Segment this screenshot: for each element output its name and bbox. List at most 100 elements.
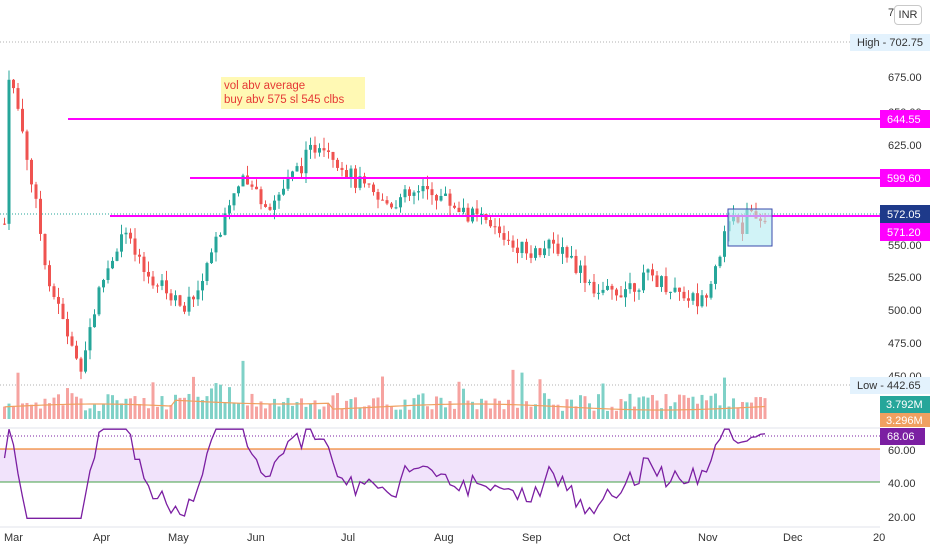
candle-body — [93, 314, 96, 328]
volume-bar — [295, 402, 299, 419]
candle-body — [106, 268, 110, 280]
candle-body — [183, 305, 186, 312]
candle-body — [133, 238, 137, 255]
volume-bar — [124, 398, 128, 419]
candle-body — [48, 265, 51, 287]
candle-body — [97, 287, 101, 315]
candle-body — [588, 281, 591, 283]
volume-bar — [714, 393, 717, 419]
volume-bar — [66, 388, 69, 419]
volume-bar — [435, 396, 438, 419]
candle-body — [642, 272, 645, 291]
candle-body — [709, 283, 713, 298]
candle-body — [570, 255, 573, 258]
candle-body — [390, 203, 393, 208]
candle-body — [12, 79, 15, 89]
volume-bar — [264, 408, 267, 419]
consolidation-box-inner — [727, 208, 773, 247]
volume-bar — [219, 384, 222, 419]
volume-bar — [408, 409, 411, 419]
volume-bar — [511, 369, 515, 419]
candle-body — [426, 186, 429, 190]
volume-bar — [349, 399, 353, 419]
svg-text:644.55: 644.55 — [887, 114, 921, 126]
price-tick: 500.00 — [888, 305, 922, 317]
candle-body — [363, 176, 366, 184]
candle-body — [16, 88, 20, 109]
volume-bar — [102, 403, 105, 419]
candle-body — [192, 296, 195, 300]
candle-body — [552, 239, 555, 244]
volume-bar — [466, 400, 470, 419]
currency-button[interactable]: INR — [894, 5, 922, 25]
time-label: Apr — [93, 532, 110, 544]
volume-bar — [241, 360, 245, 419]
svg-text:3.792M: 3.792M — [886, 399, 923, 411]
candle-body — [25, 131, 29, 160]
volume-bar — [70, 393, 74, 419]
candle-body — [493, 226, 497, 228]
candle-body — [142, 256, 146, 272]
last-price-tag: 572.05 — [880, 205, 930, 223]
volume-bar — [187, 393, 191, 419]
candle-body — [534, 248, 537, 258]
volume-bar — [345, 400, 348, 419]
volume-bar — [205, 396, 209, 419]
candle-body — [102, 279, 105, 288]
candle-body — [592, 281, 596, 294]
price-tick: 525.00 — [888, 272, 922, 284]
volume-bar — [493, 398, 497, 419]
candle-body — [219, 234, 222, 237]
volume-bar — [426, 406, 429, 419]
volume-bar — [273, 398, 276, 419]
volume-bar — [552, 404, 555, 419]
candle-body — [565, 247, 569, 258]
candle-body — [525, 241, 528, 254]
candle-body — [277, 194, 281, 201]
candle-body — [52, 286, 56, 297]
volume-bar — [39, 408, 42, 419]
svg-text:3.296M: 3.296M — [886, 415, 923, 427]
volume-bar — [322, 406, 326, 419]
candle-body — [39, 198, 42, 234]
volume-bar — [498, 400, 501, 419]
candle-body — [538, 248, 542, 256]
level-599-tag: 599.60 — [880, 169, 930, 187]
volume-bar — [412, 398, 416, 419]
rsi-tick: 20.00 — [888, 512, 916, 524]
candle-body — [304, 149, 308, 174]
consolidation-box — [727, 208, 773, 247]
candle-body — [70, 336, 74, 346]
candle-body — [723, 231, 726, 257]
volume-bar — [156, 406, 159, 419]
volume-bar — [7, 403, 11, 419]
candle-body — [529, 253, 533, 258]
time-label: Nov — [698, 532, 718, 544]
volume-bar — [691, 396, 695, 419]
volume-bar — [214, 383, 218, 419]
rsi-tag: 68.06 — [880, 428, 925, 445]
volume-bar — [696, 403, 699, 419]
volume-bar — [331, 395, 335, 419]
volume-bar — [133, 396, 137, 419]
volume-bar — [637, 397, 641, 419]
candle-body — [417, 191, 420, 193]
candle-body — [480, 213, 483, 215]
candle-body — [714, 266, 717, 284]
volume-bar — [259, 401, 263, 419]
candle-body — [286, 176, 290, 189]
candle-body — [169, 293, 173, 301]
time-label: Mar — [4, 532, 23, 544]
candle-body — [408, 189, 411, 196]
candle-body — [273, 200, 276, 210]
svg-text:599.60: 599.60 — [887, 173, 921, 185]
candle-body — [66, 318, 69, 337]
time-label: Dec — [783, 532, 803, 544]
candle-body — [574, 255, 578, 273]
volume-bar — [111, 395, 114, 419]
trade-note: vol abv average buy abv 575 sl 545 clbs — [221, 77, 365, 109]
candle-body — [79, 358, 83, 372]
volume-bar — [129, 398, 132, 419]
volume-bar — [444, 407, 447, 419]
